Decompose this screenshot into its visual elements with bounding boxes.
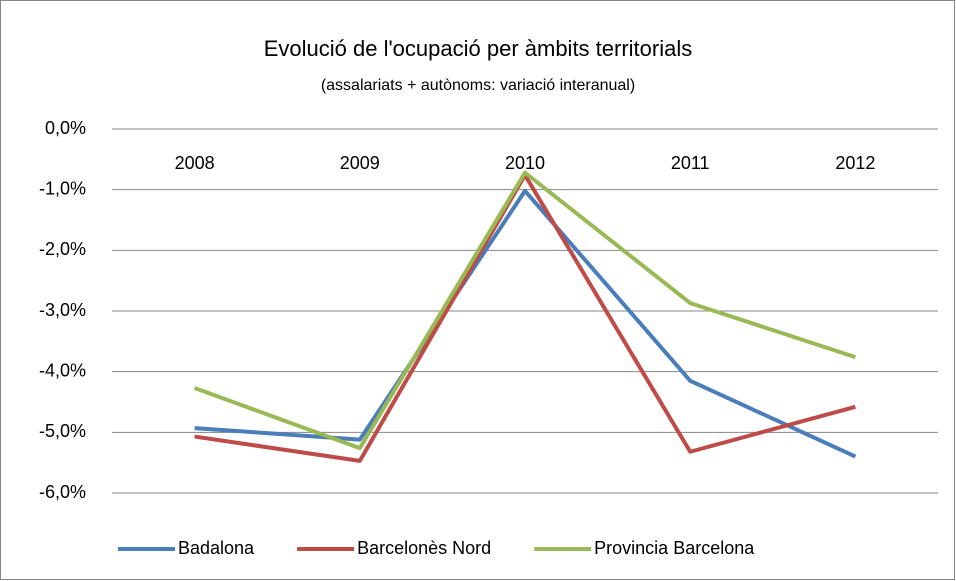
x-tick-label: 2008 xyxy=(175,153,215,173)
chart-title: Evolució de l'ocupació per àmbits territ… xyxy=(264,36,693,61)
y-tick-label: -3,0% xyxy=(39,300,86,320)
line-series xyxy=(193,170,857,451)
y-tick-label: -1,0% xyxy=(39,178,86,198)
legend-label: Provincia Barcelona xyxy=(594,538,755,558)
y-tick-label: 0,0% xyxy=(45,118,86,138)
x-tick-label: 2010 xyxy=(505,153,545,173)
x-tick-label: 2009 xyxy=(340,153,380,173)
y-tick-label: -4,0% xyxy=(39,360,86,380)
legend-label: Barcelonès Nord xyxy=(357,538,491,558)
y-tick-label: -5,0% xyxy=(39,421,86,441)
y-tick-label: -2,0% xyxy=(39,239,86,259)
x-tick-label: 2012 xyxy=(835,153,875,173)
chart-subtitle: (assalariats + autònoms: variació intera… xyxy=(321,77,635,94)
legend-label: Badalona xyxy=(178,538,255,558)
x-tick-label: 2011 xyxy=(671,153,710,173)
y-tick-label: -6,0% xyxy=(39,482,86,502)
line-series xyxy=(194,188,857,459)
